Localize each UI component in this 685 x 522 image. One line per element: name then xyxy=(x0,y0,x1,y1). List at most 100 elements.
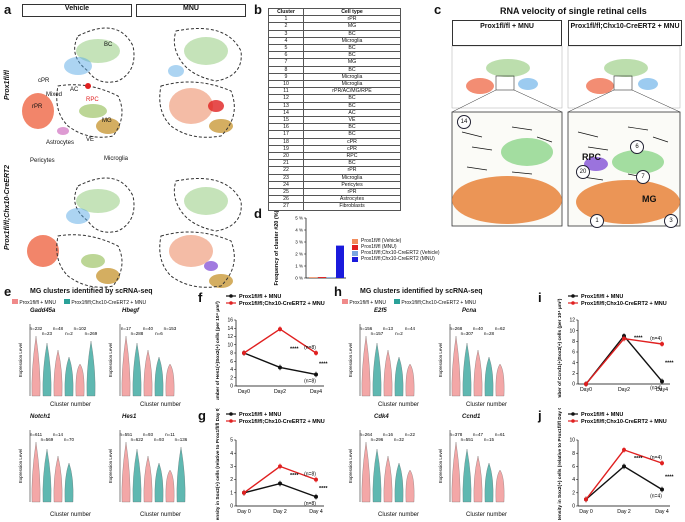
g-ytick-label: 3 xyxy=(230,464,233,470)
h-violin xyxy=(361,335,371,397)
h-xlabel-1: Cluster number xyxy=(378,402,420,408)
e-violin xyxy=(64,462,74,503)
h-title: MG clusters identified by scRNA-seq xyxy=(360,288,483,295)
i-ylabel: Number of Ccnd1(+)Sox2(+) cells (per 10⁴… xyxy=(557,298,563,398)
f-ytick-label: 12 xyxy=(227,334,233,340)
h-xlabel-3: Cluster number xyxy=(378,512,420,518)
g-point xyxy=(314,477,318,482)
j-point xyxy=(660,487,664,492)
c-num-7: 7 xyxy=(636,170,650,184)
velocity-overview-control xyxy=(451,46,563,109)
e-violin-n: n=102 xyxy=(74,326,87,331)
h-gene-3: Cdk4 xyxy=(374,414,389,420)
c-num-1: 1 xyxy=(590,214,604,228)
h-violin xyxy=(495,469,505,503)
h-xlabel-4: Cluster number xyxy=(466,512,508,518)
table-row: 17 BC xyxy=(268,130,401,139)
f-point xyxy=(242,351,246,355)
i-point xyxy=(584,382,588,386)
h-violin-n: n=40 xyxy=(473,326,484,331)
table-cell-cluster: 6 xyxy=(268,51,304,60)
table-row: 4 Microglia xyxy=(268,36,401,46)
d-bar xyxy=(336,245,344,278)
table-row: 15 VE xyxy=(268,116,401,125)
chart-j: Prox1fl/fl + MNUProx1fl/fl;Chx10-CreERT2… xyxy=(557,408,674,520)
table-cell-celltype: MG xyxy=(303,22,401,31)
table-row: 16 BC xyxy=(268,123,401,132)
f-series-line xyxy=(243,352,317,376)
table-row: 5 BC xyxy=(268,44,401,53)
c-header-cko: Prox1fl/fl;Chx10-CreERT2 + MNU xyxy=(568,20,682,46)
table-row: 22 rPR xyxy=(268,166,401,175)
d-tick-label: 4 % xyxy=(295,228,303,233)
g-n-black: (n=8) xyxy=(304,501,316,507)
d-bar xyxy=(318,277,326,278)
table-cell-celltype: Fibroblasts xyxy=(303,202,401,211)
j-ytick-label: 10 xyxy=(569,438,575,444)
e-violin-n: n=93 xyxy=(143,432,154,437)
e-violin-n: n=551 xyxy=(120,432,133,437)
table-row: 20 RPC xyxy=(268,152,401,161)
panel-a-label: a xyxy=(4,2,12,17)
table-cell-celltype: MG xyxy=(303,58,401,67)
e-violin xyxy=(165,469,175,503)
d-legend-text-1: Prox1fl/fl (Vehicle) xyxy=(361,238,402,244)
f-ytick-label: 6 xyxy=(230,359,233,365)
h-violin-ylabel: Expression Level xyxy=(438,343,443,377)
h-violin-n: n=22 xyxy=(405,432,416,437)
c-header-control: Prox1fl/fl + MNU xyxy=(452,20,562,46)
j-point xyxy=(622,464,626,469)
i-n-red: (n=4) xyxy=(650,336,662,342)
e-violin-n: n=17 xyxy=(121,326,132,331)
h-violin-n: n=296 xyxy=(371,437,384,442)
h-violin-n: n=2 xyxy=(395,331,403,336)
table-cell-cluster: 3 xyxy=(268,29,304,38)
f-legend-text-2: Prox1fl/fl;Chx10-CreERT2 + MNU xyxy=(239,301,325,307)
a-label-mixed: Mixed xyxy=(46,92,63,98)
e-violin-n: n=611 xyxy=(30,432,43,437)
j-legend-dot-1 xyxy=(571,412,575,416)
e-violin-n: n=569 xyxy=(41,437,54,442)
e-violin xyxy=(31,335,41,397)
table-cell-cluster: 8 xyxy=(268,65,304,74)
h-violin-n: n=47 xyxy=(473,432,484,437)
g-ytick-label: 2 xyxy=(230,477,233,483)
h-violin xyxy=(484,462,494,503)
panel-e-label: e xyxy=(4,284,12,299)
j-stars: **** xyxy=(665,474,674,480)
e-violin-n: n=93 xyxy=(154,437,165,442)
h-violin-n: n=264 xyxy=(360,432,373,437)
velocity-overview-cko xyxy=(567,46,681,109)
e-violin xyxy=(154,356,164,397)
h-legend-item-2: Prox1fl/fl;Chx10-CreERT2 + MNU xyxy=(393,299,476,306)
table-row: 26 Astrocytes xyxy=(268,195,401,204)
e-violin xyxy=(165,363,175,397)
table-cell-celltype: BC xyxy=(303,130,401,139)
panel-i-label: i xyxy=(538,290,542,305)
h-violin xyxy=(361,441,371,503)
table-cell-celltype: BC xyxy=(303,51,401,60)
h-violin-n: n=157 xyxy=(371,331,384,336)
table-cell-cluster: 9 xyxy=(268,72,304,82)
h-violin xyxy=(383,349,393,397)
table-row: 25 rPR xyxy=(268,188,401,197)
h-violin-n: n=13 xyxy=(383,326,394,331)
h-violin xyxy=(484,356,494,397)
table-cell-cluster: 21 xyxy=(268,159,304,168)
h-violin-n: n=32 xyxy=(394,437,405,442)
f-point xyxy=(314,351,318,355)
table-cell-celltype: RPC xyxy=(303,152,401,161)
e-violin-n: n=48 xyxy=(53,326,64,331)
e-violin-ylabel: Expression Level xyxy=(18,449,23,483)
i-legend-dot-1 xyxy=(571,294,575,298)
h-violin-n: n=16 xyxy=(383,432,394,437)
e-gene-2: Hbegf xyxy=(122,308,139,314)
e-violin xyxy=(132,342,142,397)
i-series-line xyxy=(585,337,663,385)
j-ytick-label: 0 xyxy=(572,504,575,510)
chart-d: 0 % 1 % 2 % 3 % 4 % 5 % Frequency of cluster #… xyxy=(274,210,346,285)
table-row: 12 BC xyxy=(268,94,401,103)
e-xlabel-2: Cluster number xyxy=(140,402,182,408)
table-row: 6 BC xyxy=(268,51,401,60)
e-violin-n: n=136 xyxy=(175,437,188,442)
